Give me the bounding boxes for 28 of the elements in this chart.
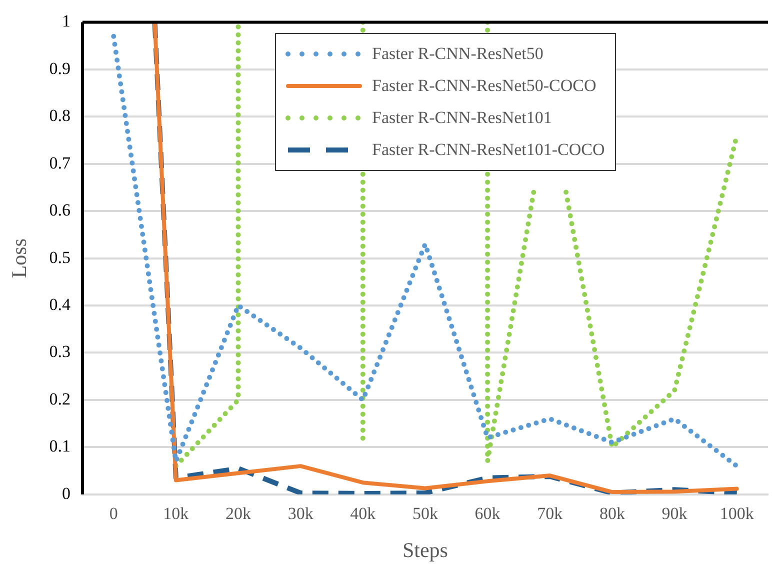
y-tick-label: 0.7 (49, 153, 71, 172)
x-tick-label: 30k (288, 504, 314, 524)
legend-label: Faster R-CNN-ResNet101 (372, 108, 552, 128)
x-tick-label: 0 (109, 504, 118, 524)
y-tick-label: 0.5 (49, 248, 70, 267)
x-tick-label: 10k (163, 504, 190, 524)
y-tick-label: 0.9 (49, 58, 70, 78)
x-tick-label: 70k (537, 504, 564, 524)
x-tick-label: 90k (662, 504, 688, 524)
legend-label: Faster R-CNN-ResNet50 (372, 44, 544, 64)
x-tick-label: 60k (474, 504, 501, 524)
x-tick-label: 50k (412, 504, 438, 524)
y-tick-label: 0.3 (49, 342, 70, 362)
legend-label: Faster R-CNN-ResNet50-COCO (372, 76, 596, 96)
y-tick-label: 0 (62, 484, 70, 503)
y-tick-label: 0.6 (49, 200, 70, 220)
y-tick-label: 0.2 (49, 389, 70, 408)
x-tick-label: 100k (720, 504, 754, 524)
x-axis-title: Steps (402, 538, 448, 562)
x-tick-label: 40k (350, 504, 376, 524)
y-tick-label: 1 (62, 12, 70, 31)
legend-label: Faster R-CNN-ResNet101-COCO (372, 140, 605, 160)
y-tick-label: 0.4 (49, 294, 71, 314)
x-tick-label: 80k (599, 504, 626, 524)
y-tick-label: 0.1 (49, 436, 70, 456)
y-axis-title: Loss (7, 238, 32, 278)
y-tick-label: 0.8 (49, 106, 70, 126)
x-tick-label: 20k (226, 504, 252, 524)
